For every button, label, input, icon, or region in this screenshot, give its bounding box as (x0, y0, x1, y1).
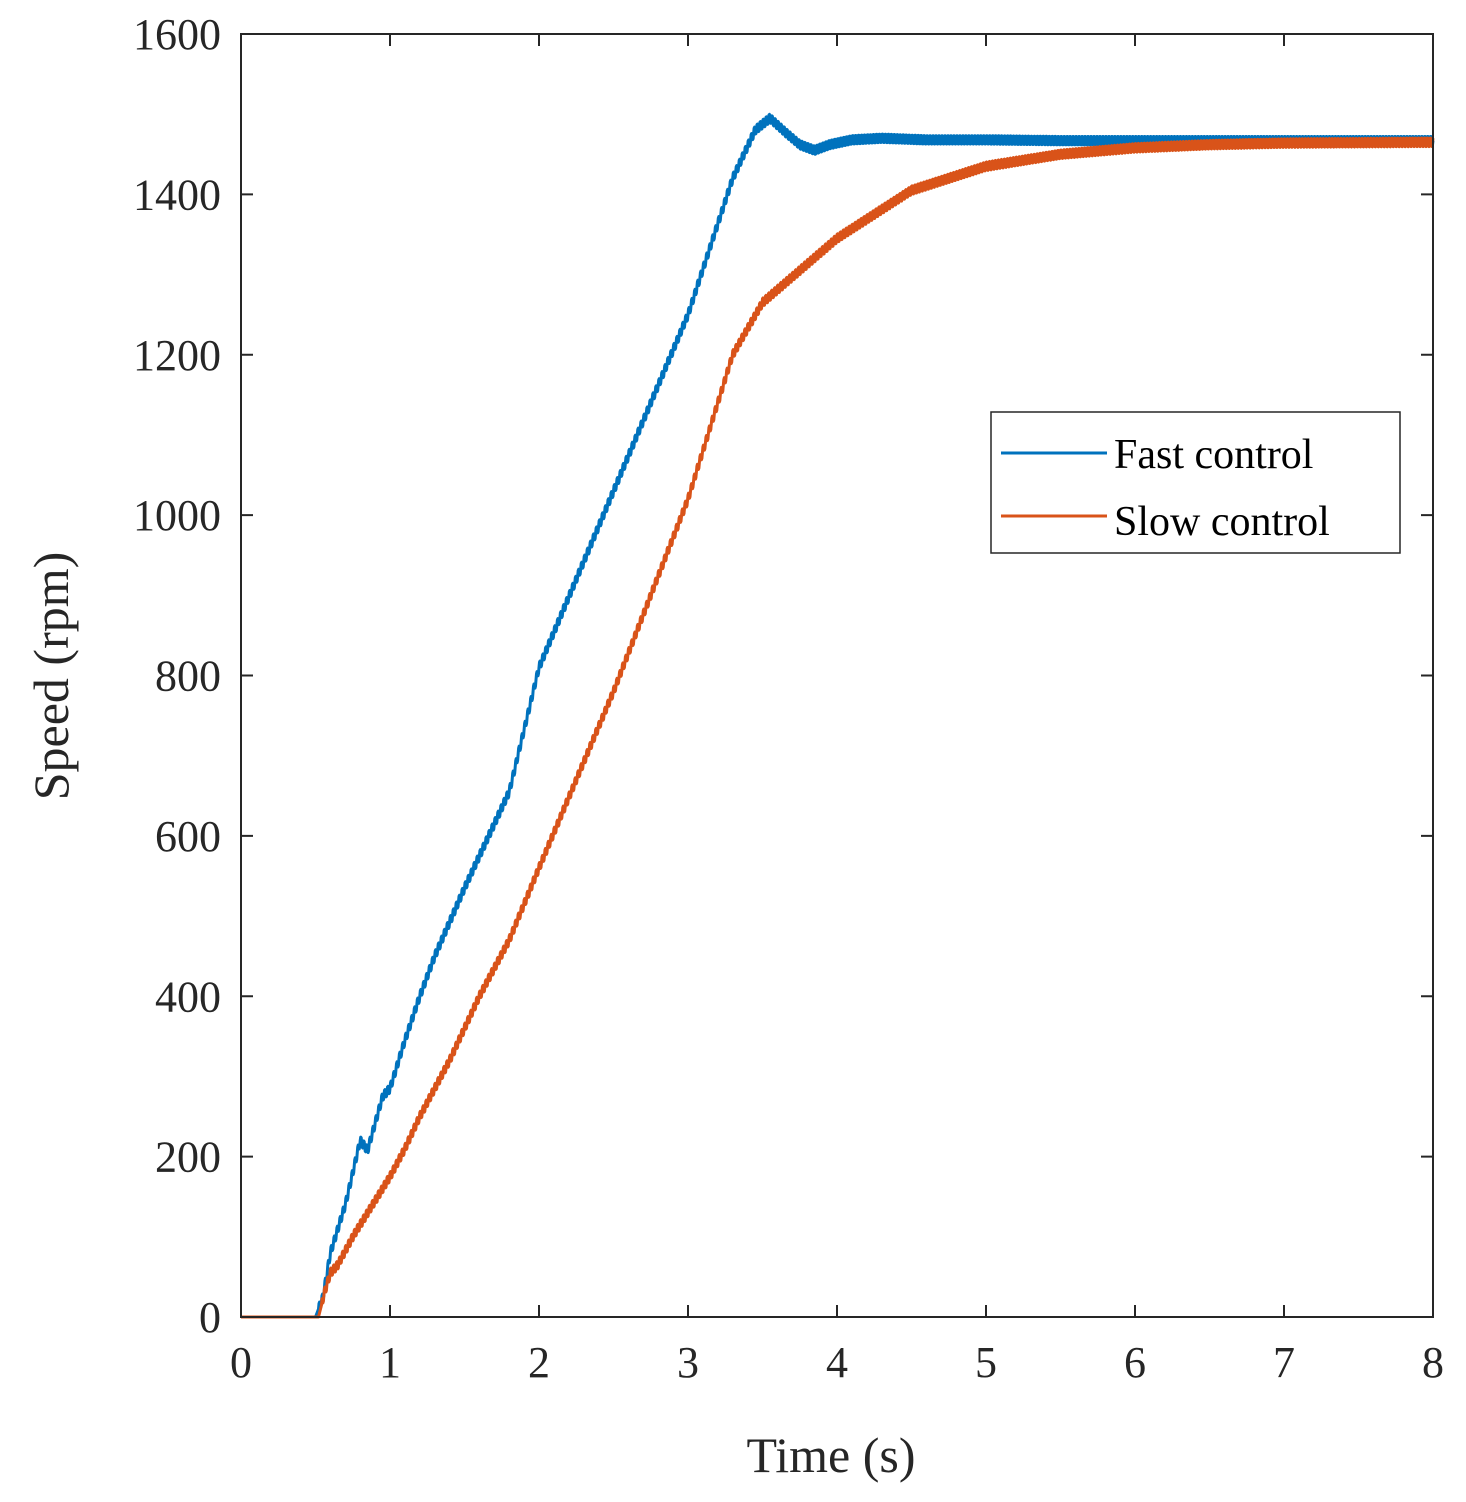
x-tick-label: 6 (1124, 1338, 1146, 1387)
legend-label-slow-control: Slow control (1114, 499, 1330, 545)
y-tick-label: 400 (155, 972, 221, 1021)
series-line-fast-control (240, 112, 1435, 1319)
y-tick-label: 0 (199, 1293, 221, 1342)
x-tick-label: 5 (975, 1338, 997, 1387)
series-layer (240, 112, 1435, 1319)
x-tick-label: 4 (826, 1338, 848, 1387)
legend-box (990, 411, 1401, 554)
legend: Fast control Slow control (990, 411, 1401, 554)
y-tick-label: 600 (155, 812, 221, 861)
x-tick-label: 2 (528, 1338, 550, 1387)
tick-labels-layer: 0 1 2 3 4 5 6 7 8 0 200 400 600 800 1000 1200 1400 1600 (133, 10, 1444, 1387)
ticks-layer (240, 33, 1434, 1318)
y-tick-label: 1600 (133, 10, 221, 59)
y-tick-label: 1000 (133, 491, 221, 540)
series-line-slow-control (240, 136, 1435, 1319)
y-tick-label: 200 (155, 1133, 221, 1182)
x-tick-label: 8 (1422, 1338, 1444, 1387)
x-tick-label: 7 (1273, 1338, 1295, 1387)
y-axis-label: Speed (rpm) (23, 552, 79, 801)
legend-label-fast-control: Fast control (1114, 432, 1313, 478)
x-tick-label: 1 (379, 1338, 401, 1387)
x-tick-label: 0 (230, 1338, 252, 1387)
y-tick-label: 1200 (133, 331, 221, 380)
y-tick-label: 1400 (133, 170, 221, 219)
y-tick-label: 800 (155, 652, 221, 701)
x-axis-label: Time (s) (746, 1427, 915, 1483)
x-tick-label: 3 (677, 1338, 699, 1387)
